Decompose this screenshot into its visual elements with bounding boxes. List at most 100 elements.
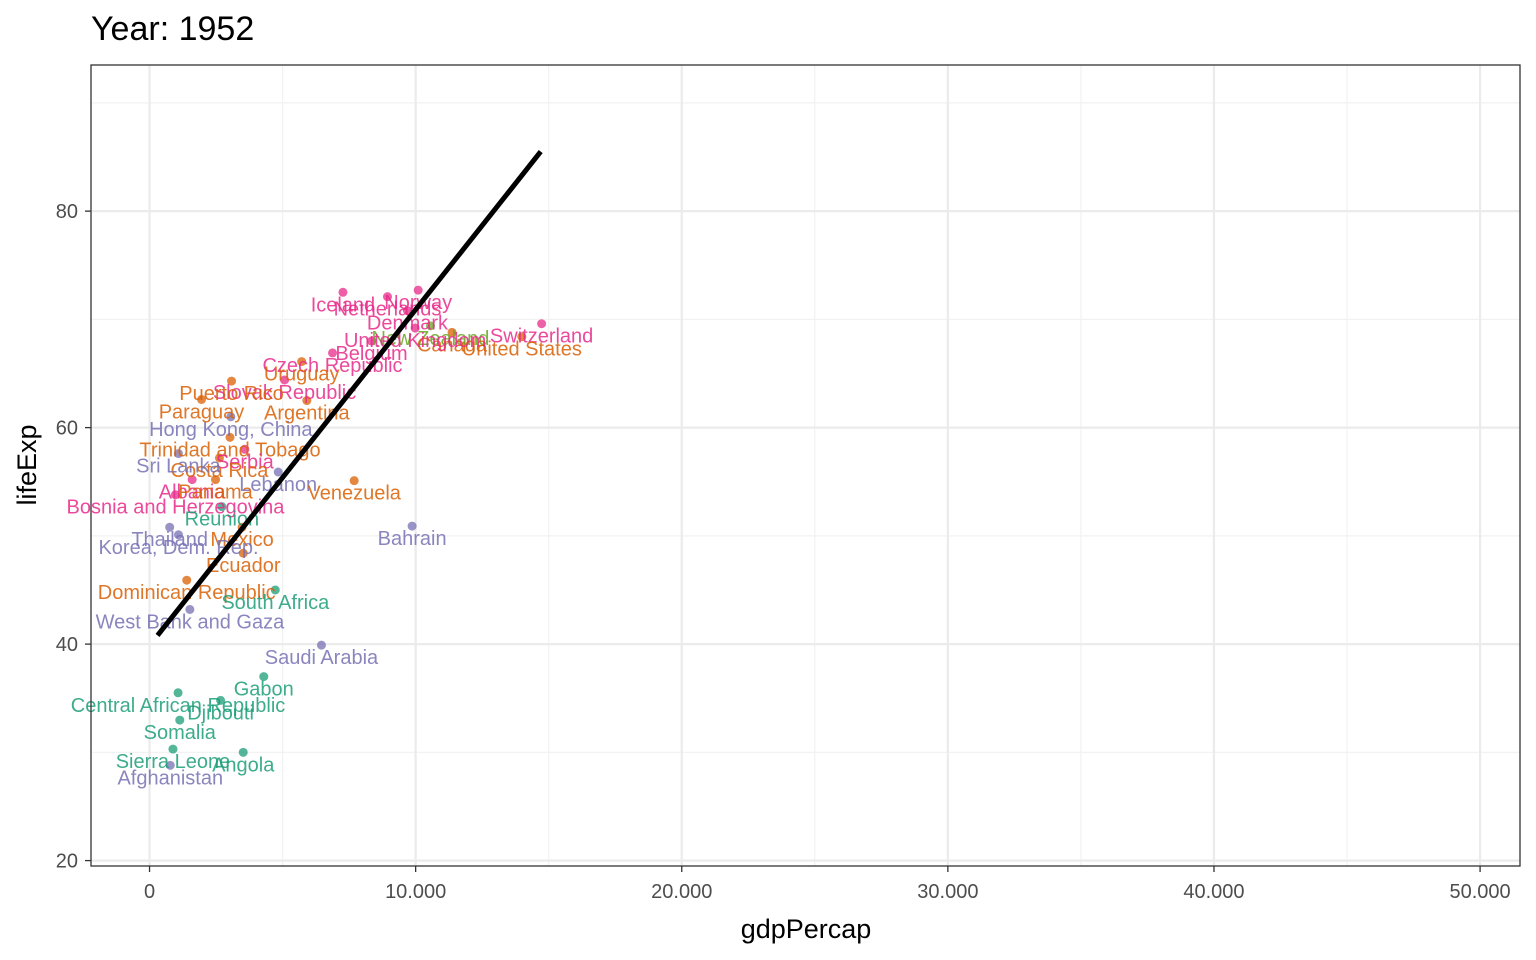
point-label: Paraguay bbox=[159, 401, 245, 423]
data-point bbox=[280, 375, 290, 385]
point-label: Venezuela bbox=[307, 483, 401, 505]
trend-line bbox=[155, 150, 543, 637]
data-point bbox=[537, 319, 547, 329]
data-point bbox=[211, 475, 221, 485]
y-tick-label: 80 bbox=[56, 201, 78, 223]
data-point bbox=[402, 306, 412, 316]
data-point bbox=[382, 292, 392, 302]
data-point bbox=[238, 747, 248, 757]
data-point bbox=[187, 475, 197, 485]
y-axis-title: lifeExp bbox=[12, 424, 42, 505]
data-points bbox=[165, 285, 547, 770]
data-point bbox=[328, 348, 338, 358]
point-label: South Africa bbox=[221, 592, 330, 614]
data-point bbox=[297, 357, 307, 367]
x-tick-label: 40.000 bbox=[1183, 881, 1244, 903]
data-point bbox=[367, 336, 377, 346]
x-tick-label: 50.000 bbox=[1449, 881, 1510, 903]
data-point bbox=[259, 672, 269, 682]
point-label: Dominican Republic bbox=[98, 582, 276, 604]
point-label: Djibouti bbox=[187, 702, 254, 724]
point-label: Thailand bbox=[131, 529, 208, 551]
data-point bbox=[173, 688, 183, 698]
point-label: Netherlands bbox=[334, 299, 442, 321]
panel-border bbox=[90, 64, 1521, 867]
point-label: Serbia bbox=[216, 451, 275, 473]
chart-title: Year: 1952 bbox=[91, 10, 254, 48]
point-label: Bahrain bbox=[378, 528, 447, 550]
data-point bbox=[165, 760, 175, 770]
point-label: Gabon bbox=[234, 679, 294, 701]
point-label: West Bank and Gaza bbox=[96, 611, 286, 633]
point-label: Somalia bbox=[144, 722, 217, 744]
trend-line-group bbox=[155, 150, 543, 637]
point-label: Uruguay bbox=[264, 364, 340, 386]
point-label: Afghanistan bbox=[117, 767, 223, 789]
point-label: Ecuador bbox=[206, 555, 281, 577]
data-point bbox=[168, 744, 178, 754]
point-label: Bosnia and Herzegovina bbox=[67, 497, 286, 519]
data-point bbox=[185, 604, 195, 614]
x-axis-title: gdpPercap bbox=[741, 914, 872, 944]
point-label: Central African Republic bbox=[71, 695, 286, 717]
x-tick-label: 20.000 bbox=[651, 881, 712, 903]
data-point bbox=[238, 548, 248, 558]
data-point bbox=[225, 432, 235, 442]
y-tick-label: 40 bbox=[56, 634, 78, 656]
y-tick-label: 60 bbox=[56, 418, 78, 440]
data-point bbox=[273, 467, 283, 477]
data-point bbox=[302, 396, 312, 406]
data-point bbox=[197, 394, 207, 404]
data-point bbox=[214, 453, 224, 463]
point-label: Albania bbox=[159, 482, 227, 504]
x-tick-label: 10.000 bbox=[385, 881, 446, 903]
point-label: United States bbox=[462, 339, 582, 361]
point-label: Reunion bbox=[185, 509, 260, 531]
point-label: Puerto Rico bbox=[179, 383, 284, 405]
data-point bbox=[173, 449, 183, 459]
data-point bbox=[338, 287, 348, 297]
data-point bbox=[316, 640, 326, 650]
point-label: Switzerland bbox=[490, 326, 593, 348]
data-point bbox=[216, 695, 226, 705]
data-point bbox=[170, 490, 180, 500]
point-label: Sierra Leone bbox=[116, 751, 231, 773]
point-label: Sri Lanka bbox=[136, 456, 221, 478]
point-label: Angola bbox=[212, 754, 275, 776]
data-point bbox=[240, 444, 250, 454]
data-point bbox=[227, 376, 237, 386]
point-label: Hong Kong, China bbox=[149, 419, 313, 441]
data-point bbox=[175, 715, 185, 725]
grid bbox=[91, 65, 1520, 866]
data-point bbox=[226, 412, 236, 422]
x-tick-label: 30.000 bbox=[917, 881, 978, 903]
data-point bbox=[349, 476, 359, 486]
data-point bbox=[407, 521, 417, 531]
data-point bbox=[182, 575, 192, 585]
point-label: Trinidad and Tobago bbox=[139, 439, 320, 461]
x-tick-label: 0 bbox=[144, 881, 155, 903]
point-label: Iceland bbox=[311, 294, 376, 316]
point-label: Denmark bbox=[367, 313, 449, 335]
point-label: Slovak Republic bbox=[213, 382, 356, 404]
data-point bbox=[270, 585, 280, 595]
data-point bbox=[165, 522, 175, 532]
data-point bbox=[517, 332, 527, 342]
data-point bbox=[413, 285, 423, 295]
data-point bbox=[217, 502, 227, 512]
data-point bbox=[425, 321, 435, 331]
point-label: Belgium bbox=[335, 343, 407, 365]
point-label: Saudi Arabia bbox=[265, 647, 379, 669]
data-point bbox=[173, 530, 183, 540]
point-label: Korea, Dem. Rep. bbox=[98, 537, 258, 559]
point-label: Canada bbox=[417, 334, 488, 356]
point-label: Panama bbox=[178, 482, 253, 504]
axis-ticks: 0 10.000 20.000 30.000 40.000 50.000 20 40 60 80 bbox=[56, 201, 1511, 903]
data-point bbox=[447, 327, 457, 337]
point-label: New Zealand bbox=[372, 328, 490, 350]
data-point bbox=[410, 323, 420, 333]
point-label: Costa Rica bbox=[171, 460, 270, 482]
y-tick-label: 20 bbox=[56, 851, 78, 873]
